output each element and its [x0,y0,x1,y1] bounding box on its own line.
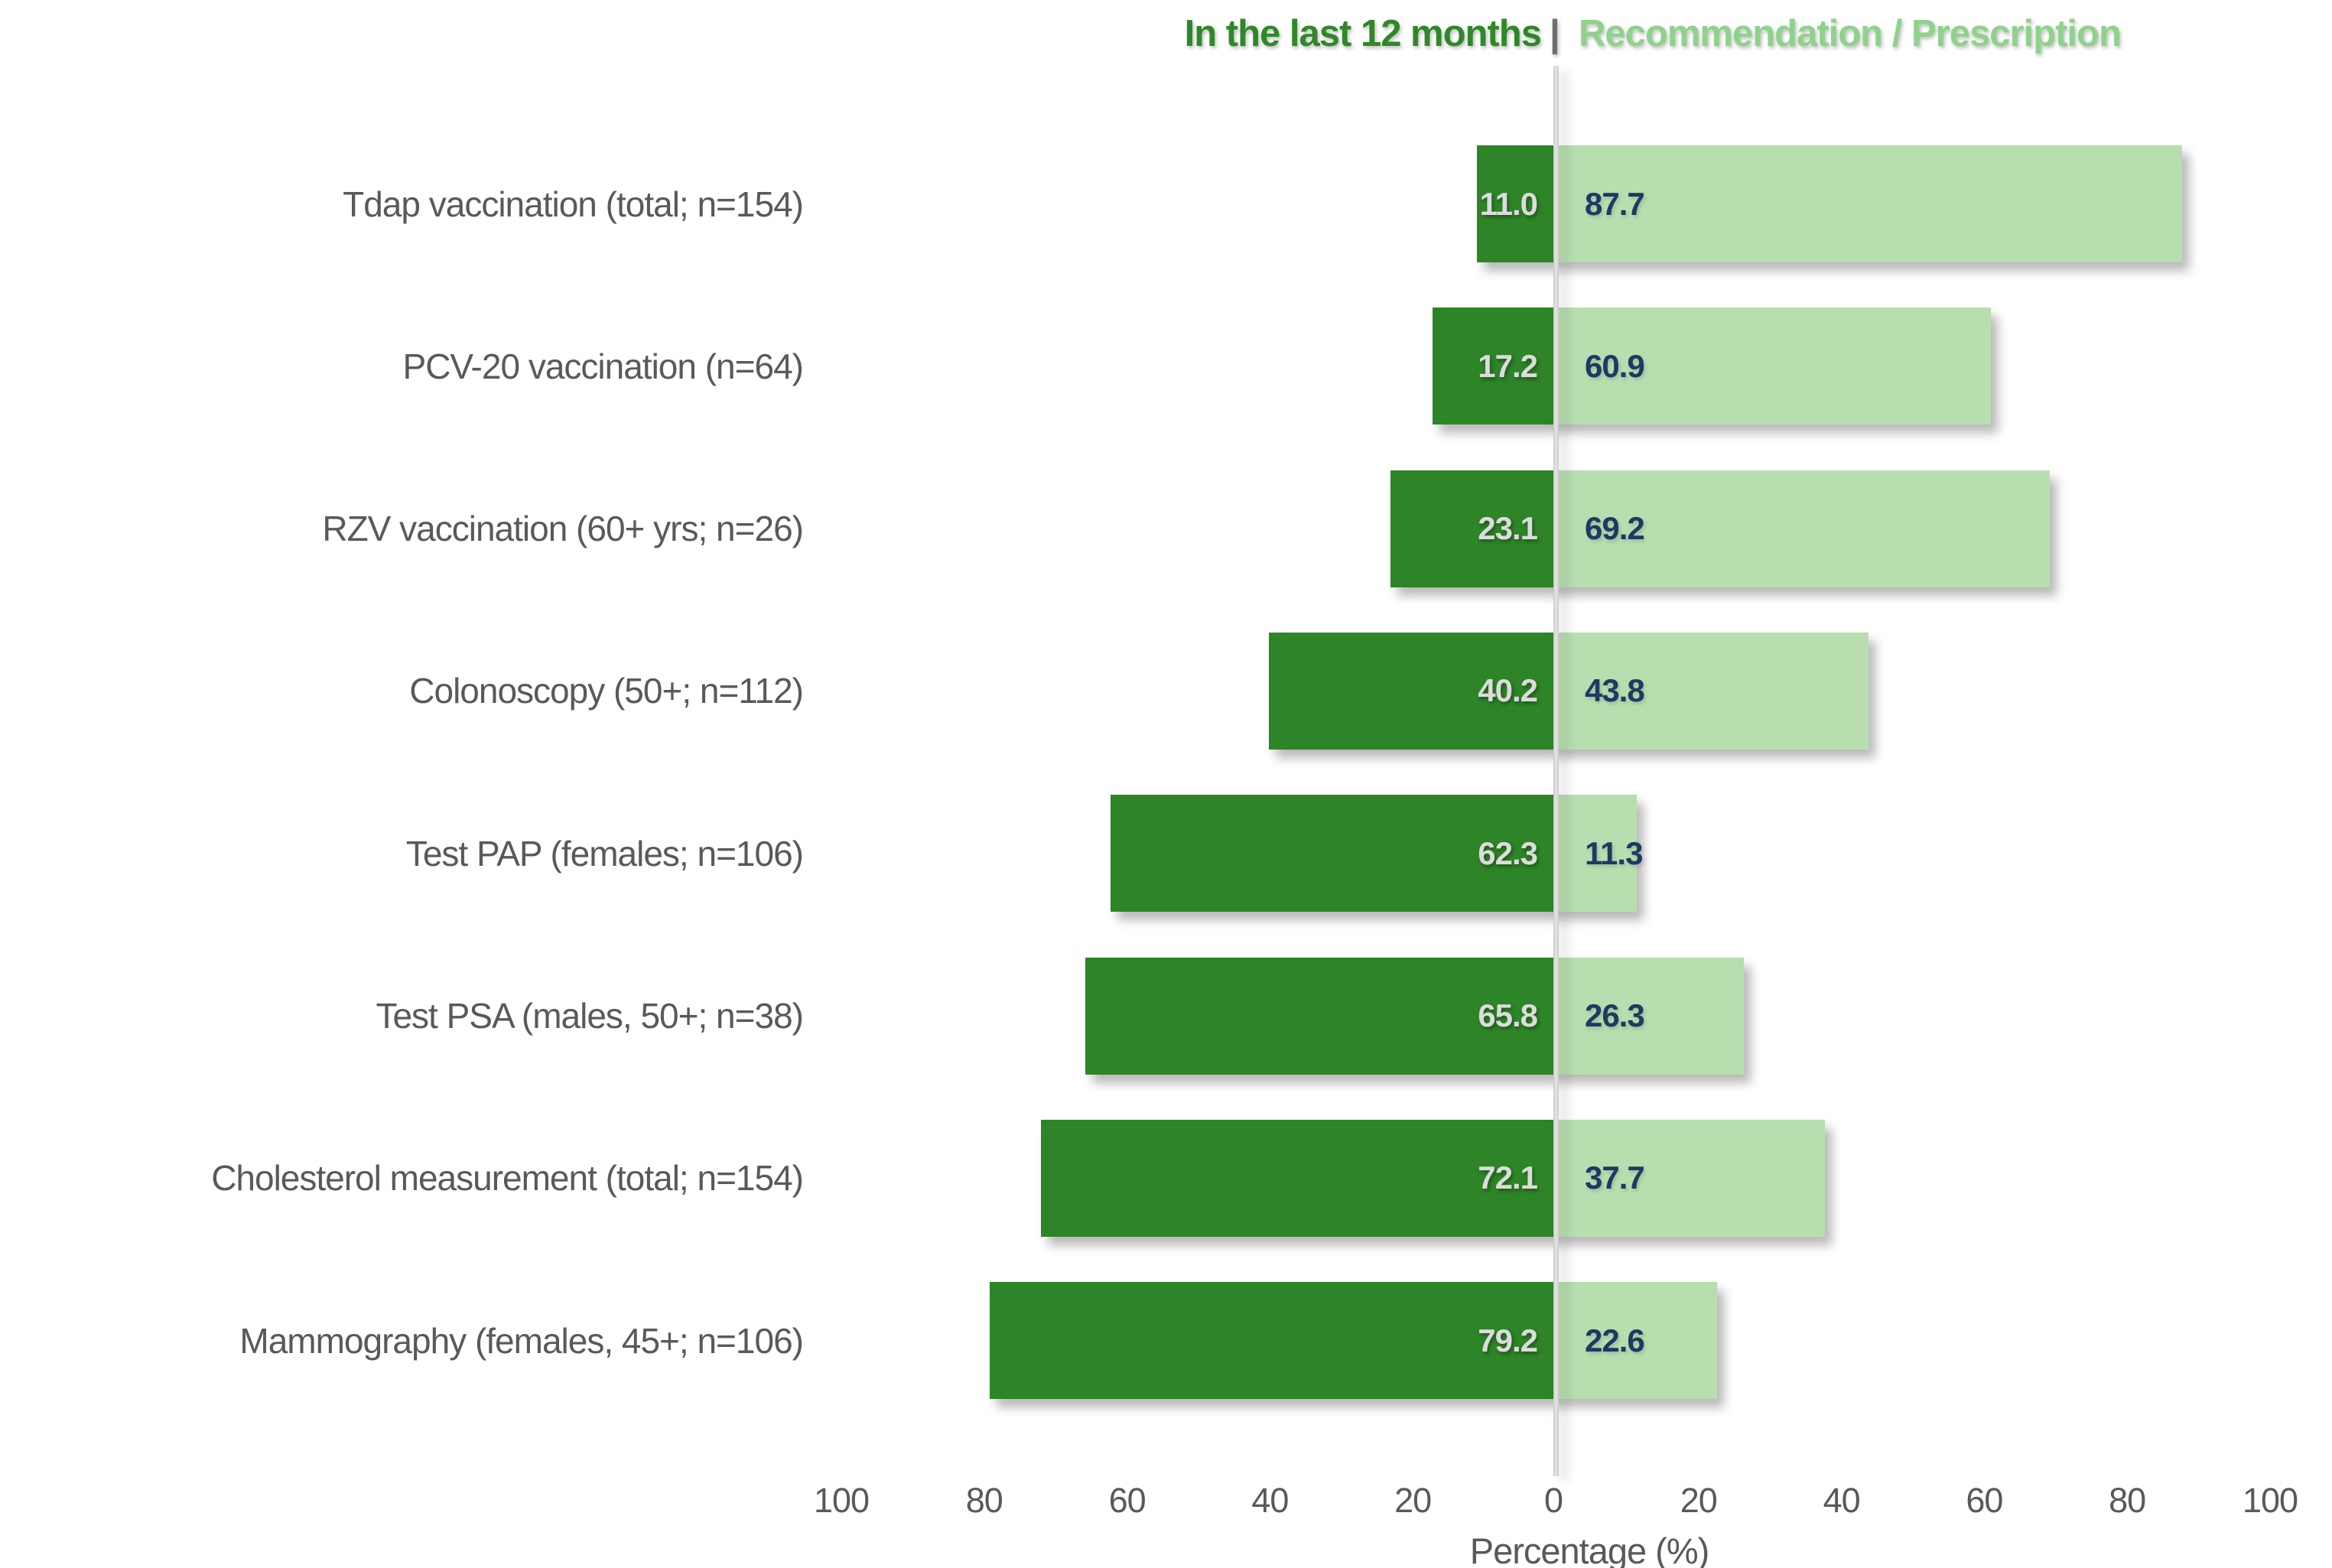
bar-last-12-months [1477,145,1556,262]
bar-recommendation-prescription [1556,145,2183,262]
value-label-last-12-months: 40.2 [1478,672,1538,709]
x-axis-tick: 60 [1108,1481,1146,1520]
x-axis-tick: 20 [1394,1481,1432,1520]
bar-recommendation-prescription [1556,307,1991,425]
bar-last-12-months [990,1282,1556,1400]
value-label-last-12-months: 72.1 [1478,1160,1538,1196]
bar-recommendation-prescription [1556,957,1744,1075]
zero-axis-line [1553,66,1559,1476]
x-axis-tick: 20 [1680,1481,1718,1520]
value-label-recommendation-prescription: 22.6 [1585,1322,1645,1358]
chart-title-left-series: In the last 12 months [1184,13,1542,54]
category-label: Mammography (females, 45+; n=106) [239,1320,804,1361]
chart-title-right-series: Recommendation / Prescription [1579,13,2122,54]
category-label: Test PSA (males, 50+; n=38) [376,996,804,1036]
value-label-last-12-months: 79.2 [1478,1322,1538,1358]
value-label-recommendation-prescription: 43.8 [1585,672,1645,709]
category-label: Tdap vaccination (total; n=154) [343,184,804,224]
category-label: Colonoscopy (50+; n=112) [409,671,804,711]
bar-last-12-months [1390,470,1556,587]
bar-last-12-months [1040,1119,1556,1237]
category-label: Cholesterol measurement (total; n=154) [211,1158,804,1199]
category-label: PCV-20 vaccination (n=64) [402,346,804,386]
x-axis-tick: 40 [1251,1481,1289,1520]
value-label-recommendation-prescription: 11.3 [1585,834,1643,871]
x-axis-tick: 60 [1966,1481,2003,1520]
value-label-recommendation-prescription: 37.7 [1585,1160,1645,1196]
x-axis-tick: 80 [2109,1481,2146,1520]
value-label-last-12-months: 23.1 [1478,510,1538,547]
value-label-recommendation-prescription: 87.7 [1585,185,1645,222]
x-axis-label: Percentage (%) [1469,1531,1710,1568]
bar-recommendation-prescription [1556,795,1637,912]
category-label: RZV vaccination (60+ yrs; n=26) [322,509,804,549]
category-label: Test PAP (females; n=106) [405,833,804,873]
value-label-last-12-months: 62.3 [1478,834,1538,871]
x-axis-tick: 80 [965,1481,1003,1520]
bar-last-12-months [1268,632,1556,750]
value-label-recommendation-prescription: 69.2 [1585,510,1645,547]
chart-title-separator: | [1550,13,1560,54]
bar-recommendation-prescription [1556,470,2051,587]
value-label-recommendation-prescription: 26.3 [1585,997,1645,1033]
bar-last-12-months [1085,957,1556,1075]
x-axis-tick: 100 [2242,1481,2298,1520]
value-label-last-12-months: 17.2 [1478,347,1538,384]
bar-last-12-months [1111,795,1556,912]
x-axis-tick: 100 [813,1481,870,1520]
x-axis-tick: 0 [1543,1481,1563,1520]
bar-recommendation-prescription [1556,1119,1826,1237]
x-axis-tick: 40 [1823,1481,1861,1520]
value-label-last-12-months: 11.0 [1479,185,1538,222]
value-label-last-12-months: 65.8 [1478,997,1538,1033]
bar-recommendation-prescription [1556,1282,1718,1400]
value-label-recommendation-prescription: 60.9 [1585,347,1645,384]
bar-last-12-months [1433,307,1556,425]
bar-recommendation-prescription [1556,632,1869,750]
